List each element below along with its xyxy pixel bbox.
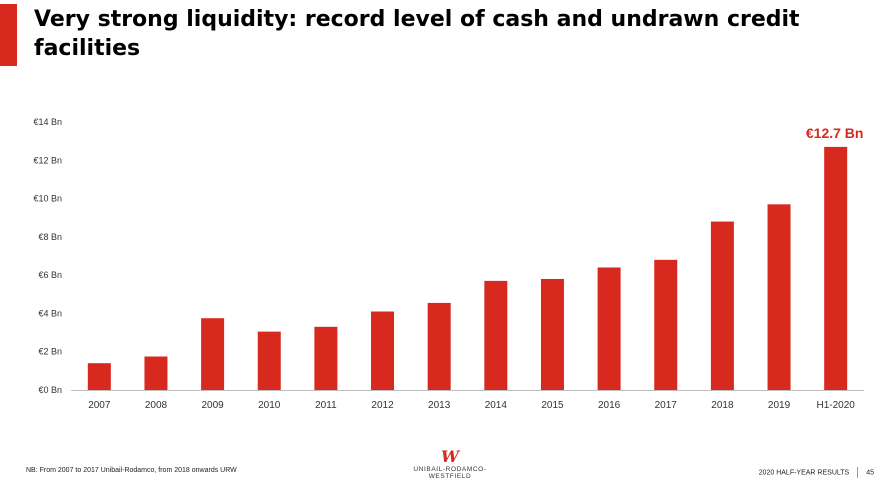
footer-right: 2020 HALF-YEAR RESULTS 45 — [759, 467, 874, 478]
deck-label: 2020 HALF-YEAR RESULTS — [758, 469, 850, 477]
bar-2013 — [427, 302, 451, 390]
x-axis: 2007 2008 2009 2010 2011 2012 2013 2014 2015 2016… — [71, 390, 864, 411]
company-logo: W UNIBAIL-RODAMCO-WESTFIELD — [395, 447, 505, 481]
x-tick-label: 2015 — [541, 400, 564, 411]
logo-w-icon: W — [441, 447, 459, 466]
title-accent-bar — [0, 4, 17, 66]
footnote: NB: From 2007 to 2017 Unibail-Rodamco, f… — [26, 467, 237, 474]
x-tick-label: 2012 — [371, 400, 394, 411]
x-tick-label: 2008 — [145, 400, 168, 411]
bar-2017 — [654, 259, 678, 390]
bar-2007 — [87, 363, 111, 390]
y-tick-label: €8 Bn — [38, 232, 62, 242]
x-tick-label: 2009 — [201, 400, 224, 411]
y-tick-label: €10 Bn — [33, 194, 62, 204]
y-tick-label: €0 Bn — [38, 385, 62, 395]
bar-2011 — [314, 326, 338, 390]
x-tick-label: 2018 — [711, 400, 734, 411]
slide-title: Very strong liquidity: record level of c… — [34, 7, 800, 61]
y-tick-label: €14 Bn — [33, 117, 62, 127]
logo-wordmark: UNIBAIL-RODAMCO-WESTFIELD — [413, 466, 487, 480]
x-tick-label: 2010 — [258, 400, 281, 411]
value-annotation: €12.7 Bn — [806, 125, 864, 141]
bar-2019 — [767, 204, 791, 390]
bar-2010 — [257, 331, 281, 390]
x-tick-label: 2014 — [485, 400, 508, 411]
bar-2012 — [371, 311, 395, 390]
bar-2009 — [201, 318, 225, 390]
page-number: 45 — [866, 469, 874, 477]
x-tick-label: H1-2020 — [816, 400, 855, 411]
bars — [87, 146, 848, 390]
bar-H1-2020 — [824, 146, 848, 390]
bar-2015 — [540, 278, 564, 390]
annotations: €12.7 Bn — [806, 125, 864, 141]
x-tick-label: 2013 — [428, 400, 451, 411]
bar-2008 — [144, 356, 168, 390]
bar-2018 — [710, 221, 734, 390]
y-tick-label: €12 Bn — [33, 155, 62, 165]
bar-2016 — [597, 267, 621, 390]
y-axis: €0 Bn €2 Bn €4 Bn €6 Bn €8 Bn €10 Bn €12 Bn €14… — [33, 117, 62, 395]
x-tick-label: 2007 — [88, 400, 111, 411]
x-tick-label: 2016 — [598, 400, 621, 411]
x-tick-label: 2019 — [768, 400, 791, 411]
y-tick-label: €2 Bn — [38, 347, 62, 357]
y-tick-label: €4 Bn — [38, 308, 62, 318]
x-tick-label: 2017 — [655, 400, 678, 411]
x-tick-label: 2011 — [315, 400, 337, 411]
footer-divider — [857, 467, 859, 478]
y-tick-label: €6 Bn — [38, 270, 62, 280]
bar-2014 — [484, 280, 508, 390]
